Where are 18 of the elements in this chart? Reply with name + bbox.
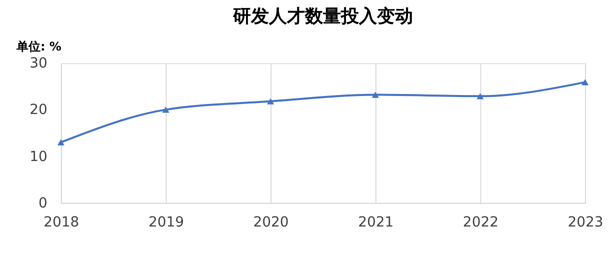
x-tick-label: 2023 — [568, 214, 604, 230]
y-tick-label: 30 — [30, 56, 48, 72]
x-tick-label: 2020 — [253, 214, 289, 230]
chart-title: 研发人才数量投入变动 — [232, 6, 413, 28]
x-tick-label: 2019 — [148, 214, 184, 230]
point — [267, 98, 274, 104]
x-tick-label: 2018 — [44, 214, 80, 230]
point — [476, 93, 484, 100]
point — [582, 79, 589, 86]
point — [372, 92, 379, 98]
y-axis-title: 单位: % — [15, 40, 62, 54]
x-tick-label: 2022 — [462, 214, 498, 230]
y-tick-label: 10 — [30, 148, 48, 165]
x-tick-label: 2021 — [358, 214, 394, 230]
y-tick-label: 0 — [38, 195, 48, 212]
point — [57, 139, 64, 146]
y-tick-label: 20 — [30, 102, 48, 118]
point — [162, 106, 170, 113]
